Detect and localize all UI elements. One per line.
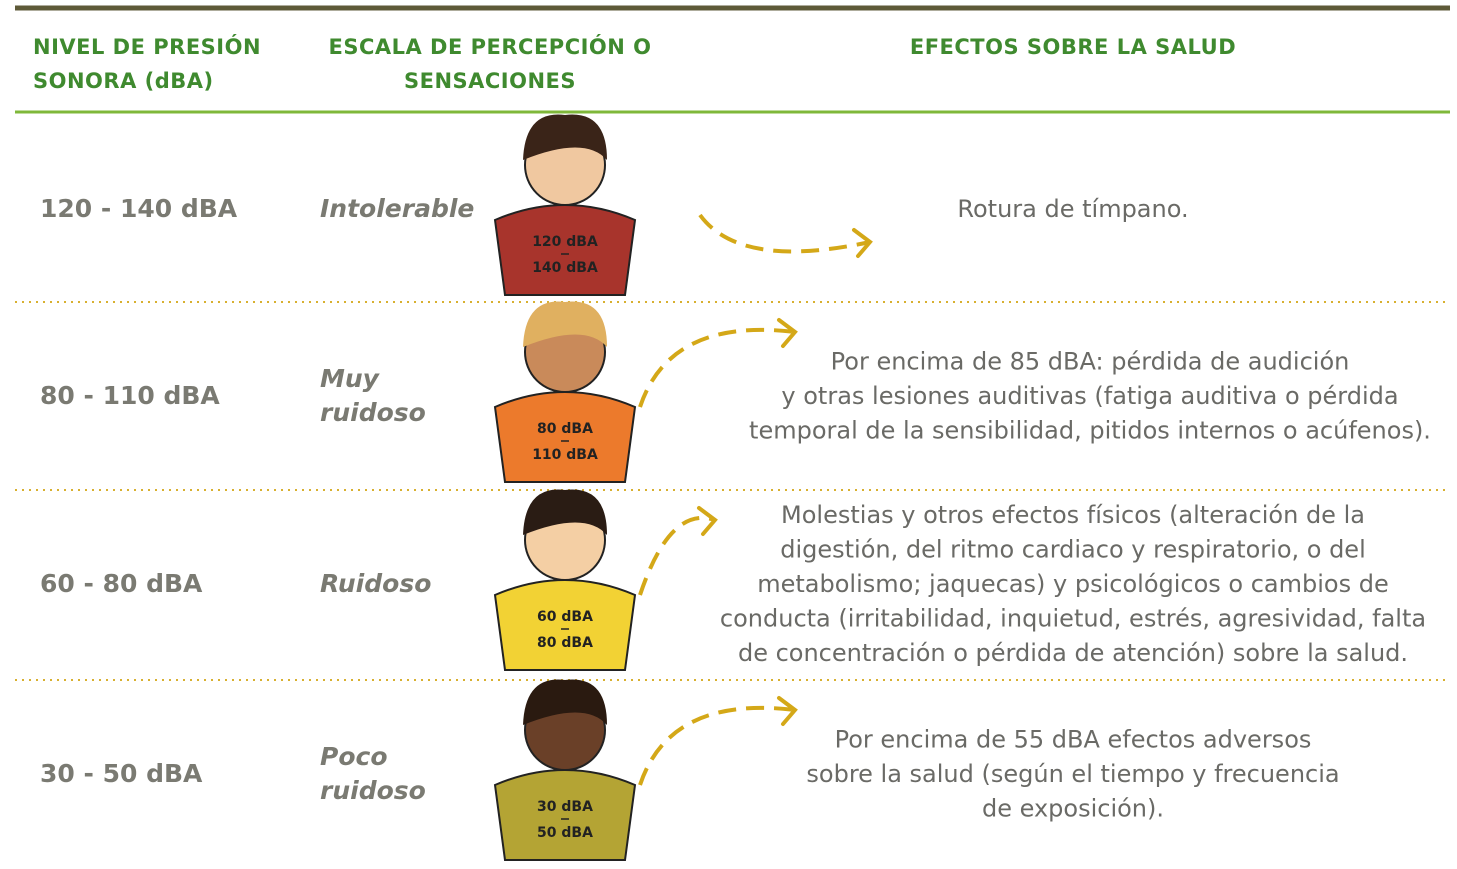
figure: 120 dBA 140 dBA bbox=[493, 114, 637, 296]
effect-line: Por encima de 55 dBA efectos adversos bbox=[835, 726, 1312, 754]
scale: ruidoso bbox=[320, 398, 426, 427]
shirt bbox=[493, 769, 637, 861]
shirt bbox=[493, 391, 637, 483]
effect-line: temporal de la sensibilidad, pitidos int… bbox=[749, 417, 1431, 445]
arrow-head bbox=[852, 228, 873, 258]
shirt bbox=[493, 579, 637, 671]
effect-line: de concentración o pérdida de atención) … bbox=[738, 639, 1408, 667]
shirt bbox=[493, 204, 637, 296]
scale: Poco bbox=[320, 742, 388, 771]
hair bbox=[523, 114, 607, 160]
scale: ruidoso bbox=[320, 776, 426, 805]
header-cell: EFECTOS SOBRE LA SALUD bbox=[910, 35, 1236, 59]
shirt-label: 50 dBA bbox=[537, 825, 593, 841]
arrow bbox=[638, 705, 796, 786]
hair bbox=[523, 301, 607, 347]
header-cell: SENSACIONES bbox=[404, 69, 576, 93]
shirt-label: 30 dBA bbox=[537, 799, 593, 815]
level: 30 - 50 dBA bbox=[40, 759, 203, 788]
shirt-label: 80 dBA bbox=[537, 635, 593, 651]
figure: 80 dBA 110 dBA bbox=[493, 301, 637, 483]
scale: Muy bbox=[320, 364, 381, 393]
level: 120 - 140 dBA bbox=[40, 194, 238, 223]
hair bbox=[523, 489, 607, 535]
shirt-label: 140 dBA bbox=[532, 260, 598, 276]
header-cell: SONORA (dBA) bbox=[33, 69, 214, 93]
arrow-head bbox=[777, 696, 798, 726]
arrow bbox=[638, 327, 796, 408]
arrow-head bbox=[777, 318, 798, 348]
shirt-label: 110 dBA bbox=[532, 447, 598, 463]
arrow-head bbox=[697, 506, 718, 536]
effect-line: digestión, del ritmo cardiaco y respirat… bbox=[780, 536, 1366, 564]
shirt-label: 80 dBA bbox=[537, 421, 593, 437]
hair bbox=[523, 679, 607, 725]
effect-line: de exposición). bbox=[982, 795, 1164, 823]
arrow bbox=[638, 515, 716, 596]
effect-line: metabolismo; jaquecas) y psicológicos o … bbox=[757, 570, 1388, 598]
header-cell: ESCALA DE PERCEPCIÓN O bbox=[328, 34, 651, 59]
figure: 60 dBA 80 dBA bbox=[493, 489, 637, 671]
effect-line: Rotura de tímpano. bbox=[957, 195, 1188, 223]
shirt-label: 60 dBA bbox=[537, 609, 593, 625]
effect-line: conducta (irritabilidad, inquietud, estr… bbox=[720, 605, 1426, 633]
effect-line: Molestias y otros efectos físicos (alter… bbox=[781, 501, 1365, 529]
level: 80 - 110 dBA bbox=[40, 381, 220, 410]
figure: 30 dBA 50 dBA bbox=[493, 679, 637, 861]
shirt-label: 120 dBA bbox=[532, 234, 598, 250]
effect-line: Por encima de 85 dBA: pérdida de audició… bbox=[831, 348, 1350, 376]
scale: Intolerable bbox=[320, 194, 474, 223]
arrow bbox=[698, 213, 871, 254]
header-cell: NIVEL DE PRESIÓN bbox=[33, 34, 261, 59]
level: 60 - 80 dBA bbox=[40, 569, 203, 598]
effect-line: y otras lesiones auditivas (fatiga audit… bbox=[781, 382, 1398, 410]
effect-line: sobre la salud (según el tiempo y frecue… bbox=[806, 760, 1339, 788]
scale: Ruidoso bbox=[320, 569, 431, 598]
